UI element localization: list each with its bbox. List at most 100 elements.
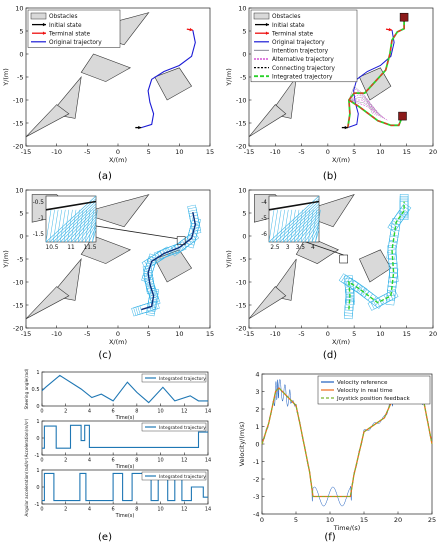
envelope-rect	[399, 194, 409, 213]
y-tick-label: 0	[36, 404, 39, 410]
x-axis-label: Time(s)	[115, 415, 135, 421]
legend-swatch-head	[42, 31, 46, 35]
legend-box	[141, 471, 207, 481]
zoom-box	[176, 236, 186, 245]
y-tick-label: -5	[240, 255, 246, 263]
y-tick-label: 0	[242, 50, 246, 58]
inset-envelope-line	[286, 209, 293, 243]
inset-y-tick-label: -4	[261, 200, 267, 206]
inset-x-tick-label: 3.5	[296, 245, 306, 251]
inset-envelope-line	[279, 203, 320, 243]
x-tick-label: 20	[394, 516, 402, 524]
legend-label: Velocity in real time	[337, 388, 393, 394]
x-tick-label: -5	[84, 330, 90, 338]
y-axis-label: Acceleration(m/s²)	[24, 418, 29, 457]
inset-envelope-line	[74, 216, 97, 243]
y-tick-label: 1	[36, 468, 39, 474]
x-tick-label: 8	[135, 458, 138, 464]
initial-state-marker-head	[344, 125, 348, 130]
y-tick-label: -2	[253, 475, 259, 483]
y-tick-label: -1	[35, 453, 40, 459]
series-intention	[348, 99, 386, 120]
x-tick-label: 8	[135, 409, 138, 415]
legend-label: Intention trajectory	[272, 49, 329, 55]
legend-label: Joystick position feedback	[336, 396, 411, 402]
x-axis-label: X/(m)	[109, 156, 127, 164]
x-tick-label: -5	[298, 330, 304, 338]
legend-swatch-head	[42, 22, 46, 27]
zoom-arrow	[299, 239, 344, 256]
x-tick-label: -10	[51, 330, 62, 338]
x-tick-label: 6	[112, 409, 115, 415]
y-tick-label: -3	[253, 493, 259, 501]
legend-label: Terminal state	[48, 31, 90, 37]
legend-label: Terminal state	[271, 31, 313, 37]
inset-envelope-line	[52, 209, 59, 243]
series-integrated	[348, 99, 404, 126]
inset-envelope-line	[56, 209, 62, 243]
y-tick-label: 0.5	[32, 387, 40, 393]
inset-x-tick-label: 4	[311, 245, 315, 251]
x-tick-label: -5	[298, 148, 304, 156]
series-integrated-e2	[42, 424, 208, 449]
inset-envelope-line	[297, 216, 320, 243]
obstacle	[80, 194, 150, 228]
inset-trajectory	[268, 200, 320, 211]
y-tick-label: 1	[36, 419, 39, 425]
inset-envelope-line	[290, 209, 296, 243]
obstacle	[154, 67, 193, 101]
x-axis-label: Time/(s)	[333, 524, 361, 532]
inset-x-tick-label: 11.5	[84, 245, 97, 251]
terminal-state-marker-head	[388, 27, 392, 32]
y-tick-label: -20	[13, 142, 24, 150]
panel-c: -15 -10 -5 0 5 10 151050-5-10-15-20X/(m)Y/(m)1…	[2, 186, 214, 346]
x-tick-label: 14	[205, 458, 211, 464]
panel-tag-a: (a)	[98, 171, 112, 182]
panel-tag-f: (f)	[324, 532, 335, 543]
panel-tag-c: (c)	[98, 350, 111, 361]
x-axis-label: Time(s)	[115, 464, 135, 470]
x-tick-label: 10	[376, 330, 384, 338]
obstacle	[359, 67, 392, 101]
obstacle	[248, 104, 287, 138]
x-tick-label: -5	[84, 148, 90, 156]
legend-label: Connecting trajectory	[272, 66, 336, 72]
legend-label: Original trajectory	[272, 40, 325, 46]
series-integrated	[141, 211, 197, 311]
x-axis-label: Time(s)	[115, 513, 135, 519]
panel-f: 0 5 10 15 20 2543210-1-2-3-4Time/(s)Velocity/…	[238, 370, 436, 532]
panel-tag-b: (b)	[323, 171, 337, 182]
inset-envelope-line	[85, 223, 97, 243]
y-tick-label: -10	[13, 96, 24, 104]
y-axis-label: Y/(m)	[225, 250, 233, 269]
x-tick-label: 12	[181, 409, 187, 415]
y-tick-label: 0	[242, 232, 246, 240]
legend-box	[141, 373, 207, 383]
obstacle	[25, 286, 70, 320]
inset-envelope-line	[49, 209, 55, 243]
inset-envelope-line	[300, 209, 307, 243]
inset-envelope-line	[272, 198, 320, 243]
x-tick-label: 4	[88, 507, 91, 513]
envelope-rect	[389, 217, 402, 238]
envelope-rect	[393, 202, 412, 224]
inset-envelope-line	[63, 209, 70, 243]
obstacle	[359, 249, 392, 283]
zoom-arrow	[95, 225, 178, 239]
y-axis-label: Angular acceleration(rad/s²)	[24, 457, 29, 516]
x-tick-label: 0	[260, 516, 264, 524]
block-marker	[399, 12, 409, 22]
y-tick-label: -15	[13, 119, 24, 127]
y-tick-label: 1	[36, 370, 39, 376]
inset-envelope-line	[297, 209, 303, 243]
x-tick-label: 15	[206, 148, 214, 156]
inset-y-tick-label: -0.5	[33, 200, 45, 206]
x-tick-label: 2	[64, 507, 67, 513]
series-intention	[348, 99, 388, 121]
y-tick-label: 0	[36, 436, 39, 442]
y-tick-label: -20	[236, 324, 247, 332]
x-tick-label: 5	[352, 148, 356, 156]
x-tick-label: 20	[429, 148, 437, 156]
x-tick-label: 0	[40, 507, 43, 513]
inset-envelope-line	[304, 209, 310, 243]
